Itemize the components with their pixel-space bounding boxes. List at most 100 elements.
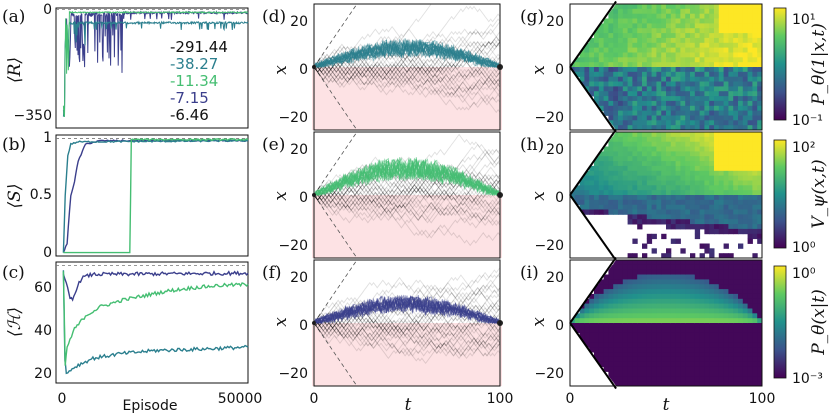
heatmap-cell-h xyxy=(603,185,609,191)
heatmap-cell-i xyxy=(642,260,648,266)
heatmap-cell-h xyxy=(728,214,734,220)
heatmap-cell-g xyxy=(757,52,763,58)
heatmap-cell-h xyxy=(738,180,744,186)
heatmap-cell-g xyxy=(675,81,681,87)
heatmap-cell-i xyxy=(752,308,758,314)
heatmap-cell-i xyxy=(603,284,609,290)
heatmap-cell-g xyxy=(723,71,729,78)
heatmap-cell-g xyxy=(733,100,739,107)
heatmap-cell-g xyxy=(608,105,614,112)
heatmap-cell-i xyxy=(675,279,681,285)
heatmap-cell-h xyxy=(747,204,753,210)
heatmap-cell-i xyxy=(613,279,619,285)
heatmap-cell-g xyxy=(632,33,638,39)
heatmap-cell-i xyxy=(747,264,753,271)
heatmap-cell-i xyxy=(594,327,600,334)
heatmap-cell-g xyxy=(690,52,696,58)
heatmap-cell-i xyxy=(704,366,710,372)
heatmap-cell-i xyxy=(704,289,710,295)
heatmap-cell-g xyxy=(642,71,648,78)
heatmap-cell-h xyxy=(714,180,720,186)
heatmap-cell-g xyxy=(661,120,667,126)
heatmap-cell-g xyxy=(642,62,648,68)
heatmap-cell-i xyxy=(589,327,595,334)
heatmap-cell-i xyxy=(699,381,705,387)
heatmap-cell-i xyxy=(723,298,729,305)
heatmap-cell-i xyxy=(651,293,657,300)
heatmap-cell-i xyxy=(685,381,691,387)
heatmap-cell-h xyxy=(627,204,633,210)
heatmap-cell-i xyxy=(757,274,763,280)
heatmap-cell-g xyxy=(738,37,744,44)
heatmap-cell-g xyxy=(752,42,758,49)
heatmap-cell-g xyxy=(666,67,672,73)
heatmap-cell-i xyxy=(670,298,677,305)
heatmap-cell-g xyxy=(608,8,614,15)
heatmap-cell-h xyxy=(584,185,590,191)
heatmap-cell-h xyxy=(656,190,662,196)
heatmap-cell-h xyxy=(747,175,753,181)
walk-trajectory-d xyxy=(313,63,501,111)
heatmap-cell-i xyxy=(642,361,648,368)
heatmap-cell-i xyxy=(613,371,619,377)
heatmap-cell-i xyxy=(709,293,715,300)
heatmap-cell-i xyxy=(718,303,725,309)
heatmap-cell-g xyxy=(733,52,739,58)
heatmap-cell-i xyxy=(709,318,715,324)
heatmap-cell-g xyxy=(718,62,725,68)
walk-trajectory-e xyxy=(313,176,501,206)
walk-trajectory-f xyxy=(313,302,501,332)
heatmap-cell-i xyxy=(637,293,643,300)
heatmap-cell-g xyxy=(733,28,739,34)
heatmap-cell-i xyxy=(718,318,725,324)
heatmap-cell-g xyxy=(603,62,609,68)
heatmap-cell-h xyxy=(699,161,705,167)
heatmap-cell-g xyxy=(627,62,633,68)
heatmap-cell-h xyxy=(699,243,705,249)
heatmap-cell-g xyxy=(666,23,672,29)
heatmap-cell-i xyxy=(680,337,686,343)
heatmap-cell-g xyxy=(685,71,691,78)
heatmap-cell-h xyxy=(752,228,758,235)
heatmap-cell-g xyxy=(656,81,662,87)
heatmap-cell-h xyxy=(651,175,657,181)
heatmap-cell-g xyxy=(613,105,619,112)
heatmap-cell-i xyxy=(651,323,657,329)
heatmap-cell-i xyxy=(685,332,691,338)
heatmap-cell-h xyxy=(738,161,744,167)
panel-h xyxy=(569,128,763,262)
heatmap-cell-h xyxy=(598,156,605,162)
xtick-c-1: 50000 xyxy=(218,391,263,407)
heatmap-cell-i xyxy=(733,323,739,329)
heatmap-cell-g xyxy=(728,81,734,87)
heatmap-cell-g xyxy=(704,71,710,78)
heatmap-cell-h xyxy=(723,136,729,143)
heatmap-cell-g xyxy=(714,76,720,82)
heatmap-cell-g xyxy=(603,37,609,44)
heatmap-cell-g xyxy=(642,96,648,102)
heatmap-cell-g xyxy=(714,13,720,19)
heatmap-cell-h xyxy=(685,204,691,210)
heatmap-cell-g xyxy=(738,33,744,39)
heatmap-cell-i xyxy=(757,293,763,300)
heatmap-cell-h xyxy=(699,141,705,147)
heatmap-cell-i xyxy=(690,381,696,387)
heatmap-cell-h xyxy=(747,209,753,215)
heatmap-cell-h xyxy=(733,170,739,177)
heatmap-cell-h xyxy=(627,141,633,147)
heatmap-cell-i xyxy=(685,342,691,348)
heatmap-cell-h xyxy=(598,185,605,191)
heatmap-cell-g xyxy=(656,8,662,15)
heatmap-cell-i xyxy=(728,352,734,358)
heatmap-cell-g xyxy=(733,18,739,24)
heatmap-cell-i xyxy=(637,376,643,382)
heatmap-cell-h xyxy=(579,190,585,196)
heatmap-cell-h xyxy=(718,185,725,191)
heatmap-cell-i xyxy=(598,308,605,314)
heatmap-cell-h xyxy=(637,219,643,225)
heatmap-cell-g xyxy=(656,76,662,82)
heatmap-cell-i xyxy=(646,313,653,319)
heatmap-cell-h xyxy=(656,185,662,191)
heatmap-cell-h xyxy=(661,209,667,215)
heatmap-cell-g xyxy=(642,4,648,10)
